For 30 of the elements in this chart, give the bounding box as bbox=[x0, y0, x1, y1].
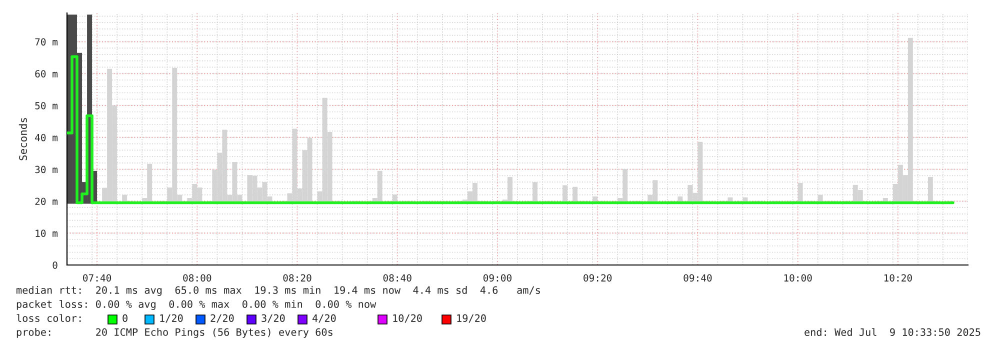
text: 2/20 bbox=[210, 314, 234, 323]
y-tick-label: 10 m bbox=[36, 230, 58, 237]
text: 4/20 bbox=[312, 314, 336, 323]
y-tick-label: 70 m bbox=[35, 38, 58, 46]
x-tick-label: 09:20 bbox=[584, 274, 612, 282]
text: 3/20 bbox=[262, 314, 285, 323]
y-tick-label: 30 m bbox=[35, 166, 58, 174]
y-axis-title: Seconds bbox=[18, 118, 27, 160]
x-tick-label: 07:40 bbox=[83, 274, 112, 282]
y-tick-label: 20 m bbox=[35, 198, 58, 206]
y-tick-label: 50 m bbox=[35, 102, 58, 110]
text: probe: 20 ICMP Echo Pings (56 Bytes) every 60s bbox=[16, 328, 332, 338]
x-tick-label: 10:00 bbox=[784, 274, 812, 282]
text: packet loss: 0.00 % avg 0.00 % max 0.00 % min 0.00 % now bbox=[16, 300, 376, 310]
x-tick-label: 10:20 bbox=[884, 274, 912, 282]
text: 10/20 bbox=[393, 314, 422, 323]
x-tick-label: 08:40 bbox=[383, 274, 412, 282]
y-tick-label: 40 m bbox=[35, 134, 58, 142]
x-tick-label: 09:40 bbox=[684, 274, 712, 282]
text: median rtt: 20.1 ms avg 65.0 ms max 19.3 ms min 19.4 ms now 4.4 ms sd 4.6 am/s bbox=[16, 286, 540, 296]
x-tick-label: 09:00 bbox=[483, 274, 512, 282]
text: end: Wed Jul 9 10:33:50 2025 bbox=[804, 328, 980, 336]
x-tick-label: 08:00 bbox=[183, 274, 212, 282]
y-tick-label: 0 bbox=[52, 262, 58, 269]
x-tick-label: 08:20 bbox=[283, 274, 312, 282]
text: loss color: bbox=[16, 314, 81, 322]
text: 19/20 bbox=[457, 314, 486, 323]
y-tick-label: 60 m bbox=[35, 70, 58, 78]
text: 0 bbox=[122, 314, 128, 322]
text: 1/20 bbox=[160, 314, 183, 323]
